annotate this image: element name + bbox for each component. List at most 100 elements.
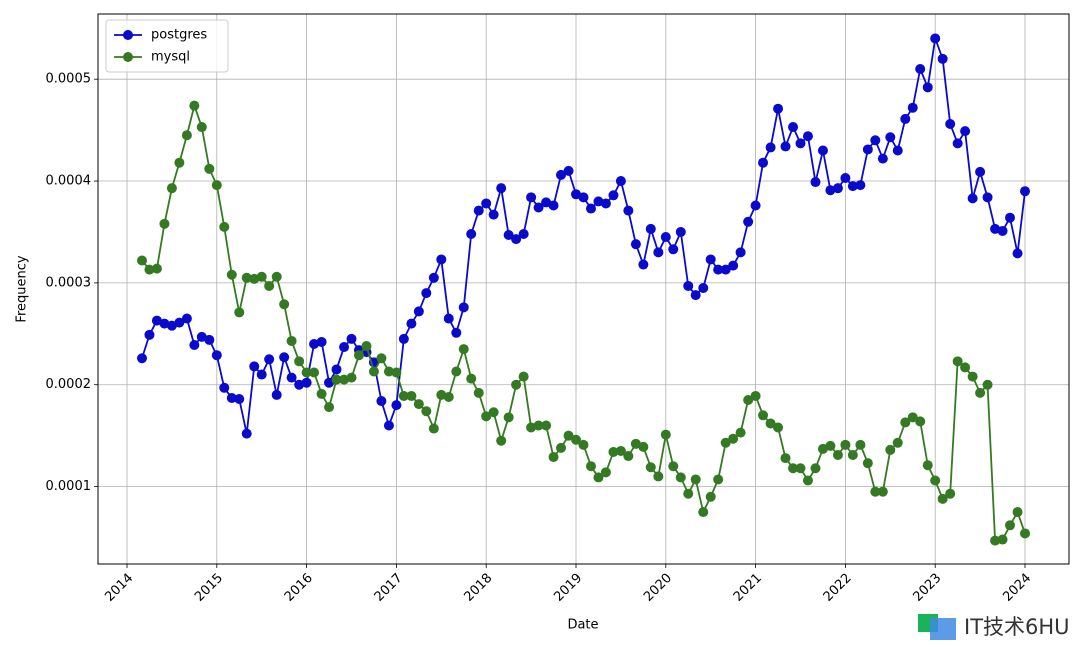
point — [825, 185, 836, 196]
point — [518, 371, 529, 382]
point — [368, 366, 379, 377]
point — [496, 435, 507, 446]
point — [541, 420, 552, 431]
point — [675, 226, 686, 237]
x-tick-label: 2020 — [641, 571, 675, 605]
point — [810, 463, 821, 474]
point — [271, 389, 282, 400]
point — [571, 434, 582, 445]
point — [428, 272, 439, 283]
point — [660, 429, 671, 440]
point — [496, 183, 507, 194]
point — [855, 439, 866, 450]
point — [578, 192, 589, 203]
point — [623, 451, 634, 462]
point — [683, 280, 694, 291]
point — [1019, 186, 1030, 197]
point — [758, 410, 769, 421]
point — [518, 229, 529, 239]
point — [339, 342, 350, 353]
y-tick-label: 0.0004 — [46, 174, 92, 189]
point — [1019, 528, 1030, 539]
point — [196, 122, 207, 133]
point — [256, 271, 267, 282]
point — [331, 374, 342, 385]
point — [750, 200, 761, 211]
point — [264, 354, 275, 365]
point — [488, 407, 499, 418]
x-tick-label: 2015 — [192, 571, 226, 605]
point — [713, 474, 724, 485]
point — [915, 416, 926, 427]
point — [773, 103, 784, 114]
point — [249, 361, 260, 372]
x-tick-label: 2014 — [102, 571, 136, 605]
point — [324, 402, 335, 413]
y-tick-label: 0.0003 — [46, 275, 92, 290]
x-tick-label: 2024 — [1000, 571, 1034, 605]
point — [159, 218, 170, 229]
point — [728, 260, 739, 271]
point — [967, 371, 978, 382]
point — [960, 126, 971, 137]
point — [406, 318, 417, 329]
point — [309, 339, 320, 349]
point — [615, 176, 626, 187]
point — [780, 141, 791, 152]
point — [997, 225, 1008, 236]
point — [204, 334, 215, 345]
point — [421, 288, 432, 299]
watermark: IT技术6HU — [964, 615, 1070, 639]
point — [982, 192, 993, 203]
point — [166, 183, 177, 194]
point — [743, 216, 754, 227]
point — [907, 412, 918, 423]
point — [675, 472, 686, 483]
point — [189, 100, 200, 111]
point — [533, 420, 544, 431]
point — [451, 366, 462, 377]
x-tick-label: 2019 — [551, 571, 585, 605]
point — [735, 247, 746, 258]
point — [997, 534, 1008, 545]
point — [795, 463, 806, 474]
point — [301, 377, 312, 388]
point — [1005, 520, 1016, 531]
point — [952, 138, 963, 149]
point — [189, 340, 200, 351]
point — [443, 391, 454, 402]
point — [458, 344, 469, 355]
point — [234, 307, 245, 318]
point — [840, 172, 851, 183]
point — [765, 142, 776, 153]
point — [922, 82, 933, 93]
x-tick-label: 2016 — [282, 571, 316, 605]
x-tick-label: 2023 — [910, 571, 944, 605]
point — [832, 450, 843, 461]
point — [174, 157, 185, 168]
point — [204, 163, 215, 174]
point — [481, 411, 492, 422]
legend-marker — [123, 52, 133, 62]
point — [885, 132, 896, 143]
point — [885, 444, 896, 455]
point — [219, 221, 230, 232]
point — [137, 353, 148, 364]
point — [847, 181, 858, 192]
point — [451, 327, 462, 338]
point — [937, 53, 948, 64]
point — [615, 445, 626, 456]
point — [488, 209, 499, 220]
point — [511, 379, 522, 390]
point — [436, 254, 447, 265]
point — [975, 387, 986, 398]
point — [600, 467, 611, 478]
y-tick-label: 0.0005 — [46, 72, 92, 87]
point — [930, 475, 941, 486]
point — [279, 352, 290, 363]
point — [780, 453, 791, 464]
point — [728, 433, 739, 444]
point — [892, 145, 903, 156]
point — [466, 229, 477, 239]
point — [211, 350, 222, 361]
